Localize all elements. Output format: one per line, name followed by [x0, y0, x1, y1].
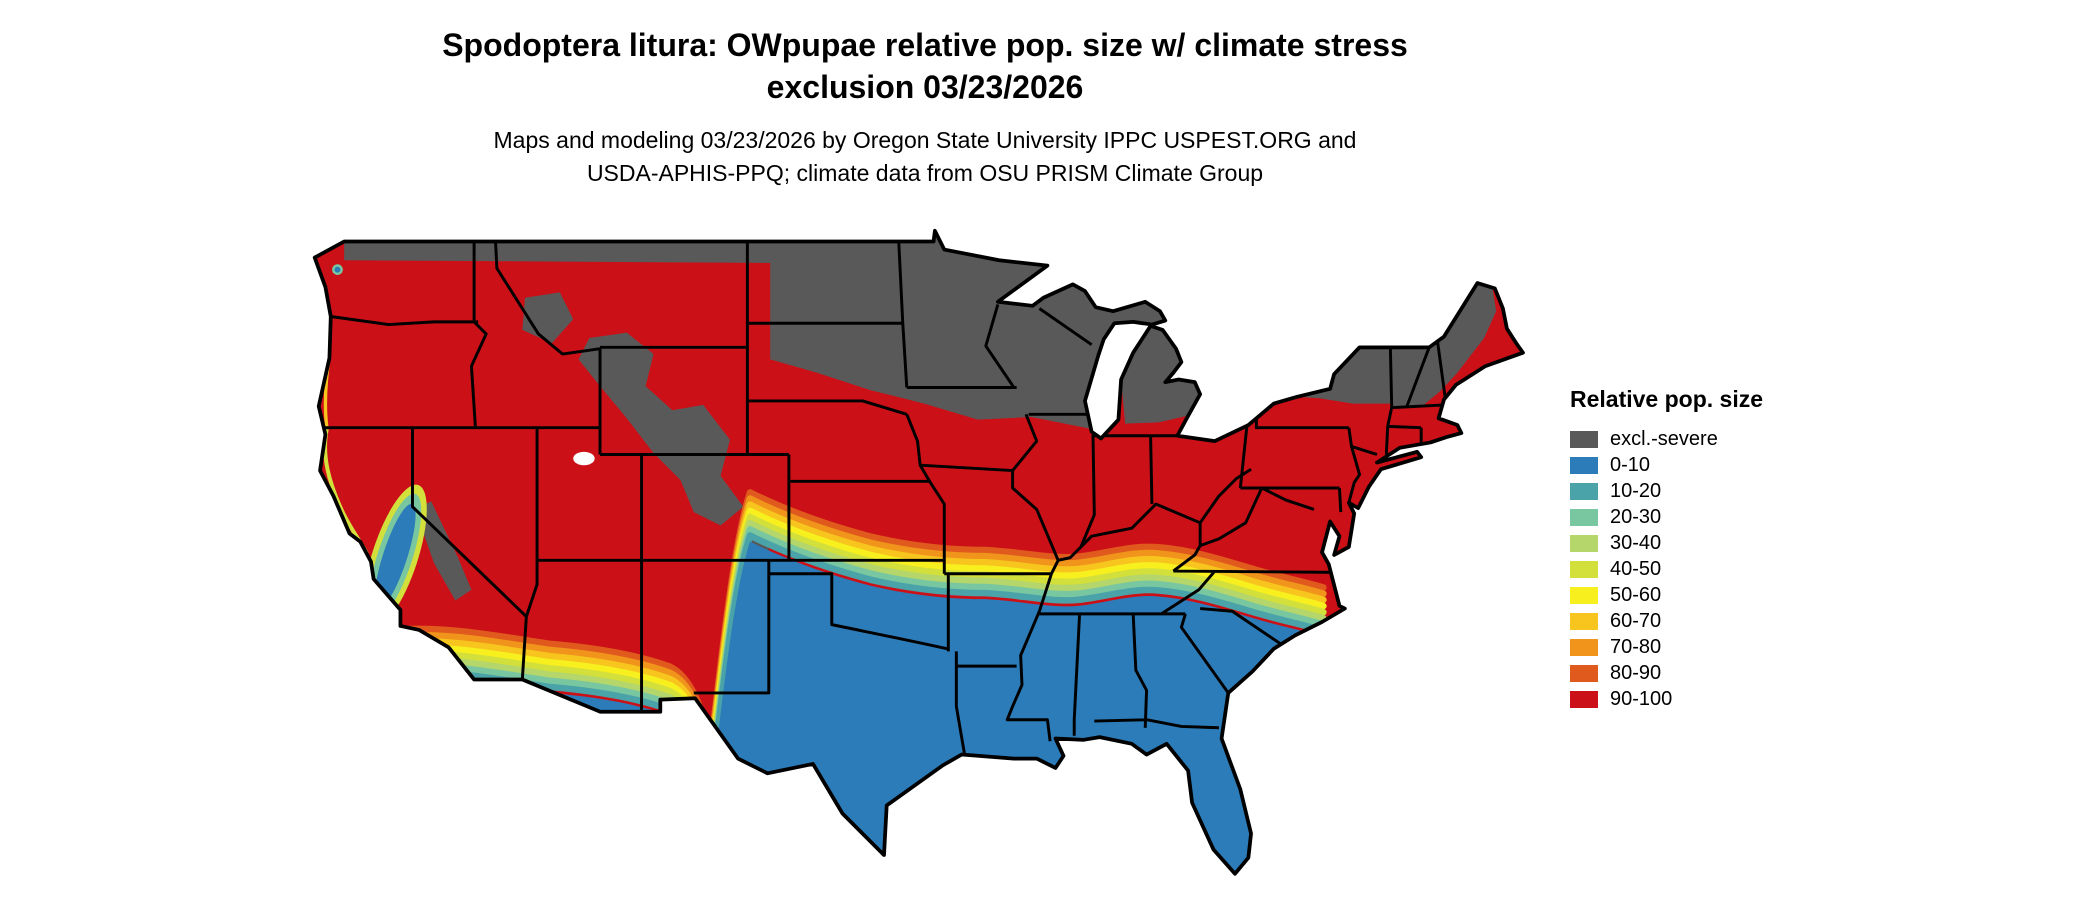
legend-item-label: 50-60: [1610, 583, 1662, 606]
legend-swatch: [1570, 638, 1598, 656]
legend-item-label: excl.-severe: [1610, 427, 1718, 450]
region-blue-0-10: [388, 541, 1324, 874]
legend-item: 90-100: [1570, 686, 1763, 712]
legend-item-label: 90-100: [1610, 687, 1673, 710]
us-map-svg: [312, 228, 1525, 876]
page-title-line2: exclusion 03/23/2026: [766, 69, 1084, 105]
legend-item: 70-80: [1570, 634, 1763, 660]
legend-swatch: [1570, 612, 1598, 630]
legend-item-label: 10-20: [1610, 479, 1662, 502]
page-subtitle-line1: Maps and modeling 03/23/2026 by Oregon S…: [493, 127, 1357, 153]
legend: Relative pop. size excl.-severe 0-10 10-…: [1570, 386, 1763, 712]
legend-title: Relative pop. size: [1570, 386, 1764, 412]
legend-swatch: [1570, 664, 1598, 682]
legend-swatch: [1570, 534, 1598, 552]
legend-item-label: 0-10: [1610, 453, 1651, 476]
legend-item: 40-50: [1570, 556, 1763, 582]
legend-swatch: [1570, 430, 1598, 448]
title-block: Spodoptera litura: OWpupae relative pop.…: [240, 24, 1610, 190]
legend-item-label: 30-40: [1610, 531, 1662, 554]
legend-item-label: 20-30: [1610, 505, 1662, 528]
legend-item: 50-60: [1570, 582, 1763, 608]
legend-item: 0-10: [1570, 452, 1763, 478]
legend-swatch: [1570, 560, 1598, 578]
legend-swatch: [1570, 690, 1598, 708]
state-borders-central: [897, 241, 1337, 742]
legend-item: 80-90: [1570, 660, 1763, 686]
legend-swatch: [1570, 508, 1598, 526]
legend-swatch: [1570, 586, 1598, 604]
legend-item-label: 40-50: [1610, 557, 1662, 580]
legend-item: 60-70: [1570, 608, 1763, 634]
great-salt-lake: [573, 451, 595, 466]
legend-item: 30-40: [1570, 530, 1763, 556]
legend-item: excl.-severe: [1570, 426, 1763, 452]
legend-item: 10-20: [1570, 478, 1763, 504]
region-puget-core: [334, 266, 341, 273]
state-borders-east: [1199, 339, 1447, 547]
legend-swatch: [1570, 482, 1598, 500]
page-subtitle-line2: USDA-APHIS-PPQ; climate data from OSU PR…: [586, 160, 1264, 186]
legend-item: 20-30: [1570, 504, 1763, 530]
legend-item-label: 70-80: [1610, 635, 1662, 658]
state-borders-west: [322, 241, 966, 754]
page-title-line1: Spodoptera litura: OWpupae relative pop.…: [442, 27, 1408, 63]
us-choropleth-map: [308, 228, 1527, 898]
legend-swatch: [1570, 456, 1598, 474]
legend-item-label: 60-70: [1610, 609, 1662, 632]
legend-item-label: 80-90: [1610, 661, 1662, 684]
